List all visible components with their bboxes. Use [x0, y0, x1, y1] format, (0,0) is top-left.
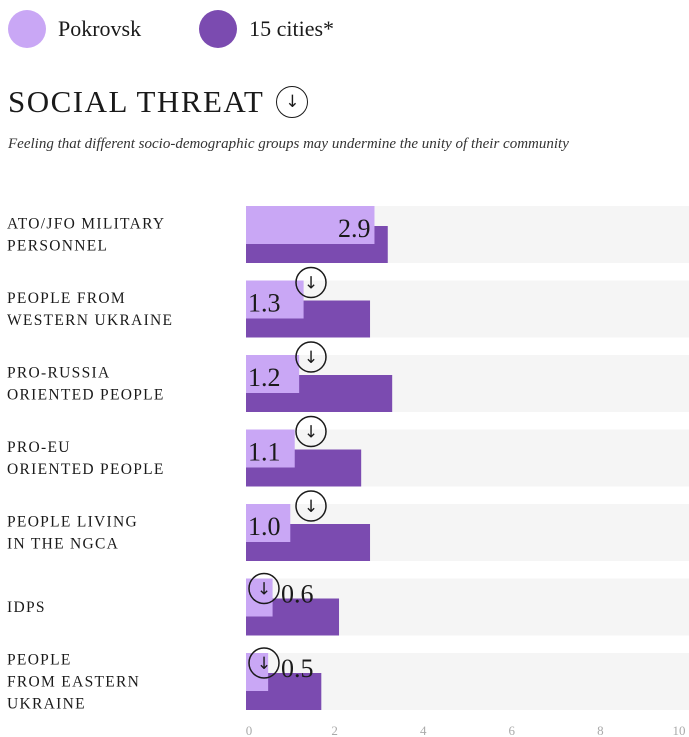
category-label: ORIENTED PEOPLE [7, 387, 165, 404]
legend-label-cities: 15 cities* [249, 16, 335, 41]
legend-item-pokrovsk: Pokrovsk [8, 10, 141, 48]
category-label: PRO-RUSSIA [7, 365, 110, 382]
value-label: 0.6 [281, 580, 314, 609]
value-label: 0.5 [281, 654, 314, 683]
down-arrow-icon [295, 266, 327, 299]
x-tick-label: 2 [331, 723, 338, 737]
category-label: PEOPLE [7, 652, 72, 669]
x-tick-label: 8 [597, 723, 604, 737]
title-row: SOCIAL THREAT ↓ [8, 84, 309, 120]
down-arrow-glyph: ↓ [257, 654, 271, 674]
down-arrow-glyph: ↓ [257, 580, 271, 600]
category-label: ATO/JFO MILITARY [7, 216, 165, 233]
value-label: 1.3 [248, 289, 281, 318]
down-arrow-icon [248, 572, 280, 605]
down-arrow-icon [295, 490, 327, 522]
legend-item-cities: 15 cities* [199, 10, 334, 48]
down-arrow-glyph: ↓ [304, 423, 318, 443]
category-label: IN THE NGCA [7, 536, 119, 553]
category-label: ORIENTED PEOPLE [7, 461, 165, 478]
down-arrow-icon: ↓ [276, 86, 309, 118]
legend-swatch-pokrovsk [8, 10, 46, 48]
chart-subtitle: Feeling that different socio-demographic… [8, 136, 569, 152]
legend-swatch-cities [199, 10, 238, 48]
value-label: 1.0 [248, 512, 281, 541]
bar-pokrovsk [246, 504, 291, 542]
down-arrow-glyph: ↓ [304, 497, 318, 517]
category-label: FROM EASTERN [7, 674, 140, 691]
down-arrow-icon [248, 647, 280, 679]
bar-pokrovsk [246, 578, 273, 617]
legend-label-pokrovsk: Pokrovsk [58, 16, 142, 41]
down-arrow-icon [295, 341, 327, 373]
value-label: 1.2 [248, 363, 281, 392]
legend: Pokrovsk 15 cities* [8, 10, 392, 48]
bar-pokrovsk [246, 355, 300, 393]
chart-title: SOCIAL THREAT [8, 84, 265, 119]
category-label: PRO-EU [7, 439, 71, 456]
category-label: PEOPLE FROM [7, 290, 126, 307]
bar-pokrovsk [246, 206, 375, 244]
down-arrow-glyph: ↓ [304, 274, 318, 294]
x-tick-label: 6 [509, 723, 516, 737]
x-tick-label: 0 [246, 723, 253, 737]
down-arrow-glyph: ↓ [304, 348, 318, 368]
category-label: PERSONNEL [7, 238, 108, 255]
x-tick-label: 10 [673, 723, 686, 737]
value-label: 2.9 [338, 214, 371, 243]
category-label: IDPS [7, 599, 46, 616]
bar-pokrovsk [246, 280, 304, 319]
down-arrow-icon [295, 415, 327, 448]
x-tick-label: 4 [420, 723, 427, 737]
category-label: UKRAINE [7, 696, 86, 713]
bar-chart: ATO/JFO MILITARY PERSONNEL 2.9 PEOPLE FROM W… [7, 206, 689, 737]
category-label: PEOPLE LIVING [7, 514, 138, 531]
bar-pokrovsk [246, 653, 269, 691]
bar-pokrovsk [246, 429, 295, 468]
value-label: 1.1 [248, 438, 281, 467]
category-label: WESTERN UKRAINE [7, 312, 173, 329]
